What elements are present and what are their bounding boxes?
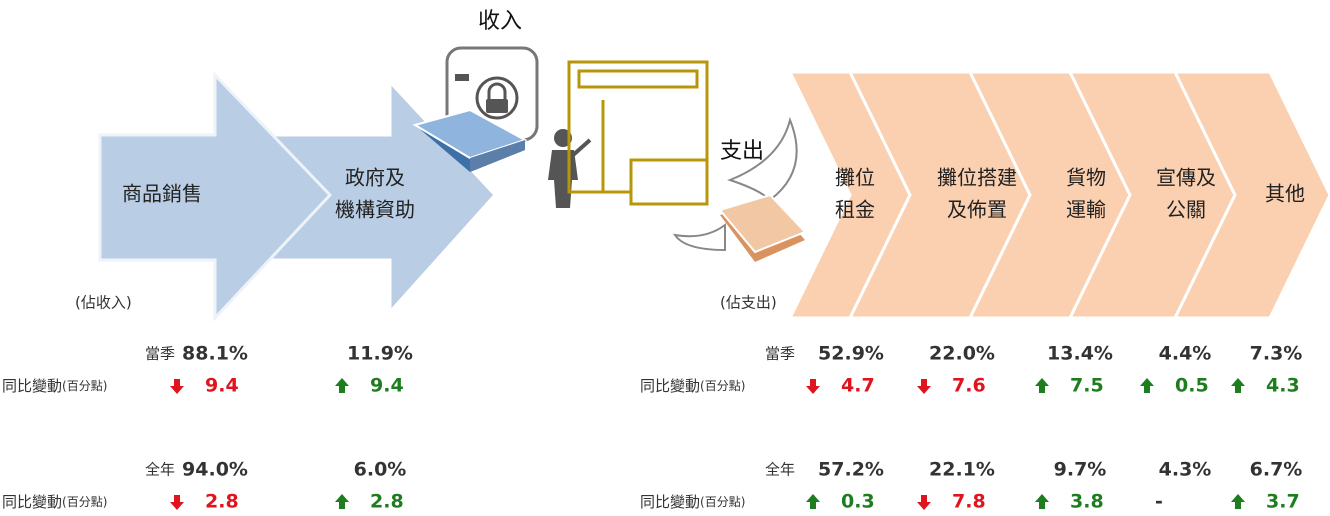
item-label: 運輸 xyxy=(1066,198,1106,222)
change-value: 4.3 xyxy=(1266,375,1300,397)
item-label: 攤位 xyxy=(835,166,875,190)
item-label: 商品銷售 xyxy=(122,182,202,206)
change-value: 3.8 xyxy=(1070,491,1104,513)
period-label: 全年 xyxy=(145,461,175,479)
change-label: 同比變動(百分點) xyxy=(2,377,107,395)
item-label: 及佈置 xyxy=(947,198,1007,222)
share-value: 22.0% xyxy=(929,343,995,365)
share-value: 11.9% xyxy=(347,343,413,365)
change-arrow-up xyxy=(335,494,349,509)
money-icon xyxy=(412,108,528,172)
share-value: 57.2% xyxy=(818,459,884,481)
change-unit: (百分點) xyxy=(700,495,745,509)
income-arrow xyxy=(98,71,333,322)
change-label: 同比變動(百分點) xyxy=(2,493,107,511)
expense-title: 支出 xyxy=(720,139,764,164)
item-label: 攤位搭建 xyxy=(937,166,1017,190)
change-arrow-down xyxy=(170,495,184,510)
change-value: 7.6 xyxy=(952,375,986,397)
share-value: 4.4% xyxy=(1159,343,1212,365)
share-value: 4.3% xyxy=(1159,459,1212,481)
change-arrow-up xyxy=(1035,378,1049,393)
figures: 當季同比變動(百分點)全年同比變動(百分點)商品銷售88.1%9.494.0%2… xyxy=(2,166,1305,513)
change-value: 7.8 xyxy=(952,491,986,513)
change-arrow-down xyxy=(917,379,931,394)
change-value: 9.4 xyxy=(370,375,404,397)
change-arrow-up xyxy=(1231,494,1245,509)
change-value: 0.3 xyxy=(841,491,875,513)
change-value: 9.4 xyxy=(205,375,239,397)
change-arrow-up xyxy=(1231,378,1245,393)
share-value: 6.7% xyxy=(1250,459,1303,481)
period-label: 當季 xyxy=(765,345,795,363)
change-arrow-down xyxy=(917,495,931,510)
item-label: 機構資助 xyxy=(335,198,415,222)
change-label: 同比變動(百分點) xyxy=(640,377,745,395)
item-label: 其他 xyxy=(1265,182,1305,206)
presenter-icon xyxy=(548,60,709,208)
share-value: 22.1% xyxy=(929,459,995,481)
change-arrow-up xyxy=(1035,494,1049,509)
item-label: 貨物 xyxy=(1066,166,1106,190)
change-value: 2.8 xyxy=(370,491,404,513)
change-value: 7.5 xyxy=(1070,375,1104,397)
period-label: 全年 xyxy=(765,461,795,479)
share-value: 88.1% xyxy=(182,343,248,365)
item-label: 公關 xyxy=(1166,198,1206,222)
share-value: 52.9% xyxy=(818,343,884,365)
change-label-text: 同比變動 xyxy=(2,493,62,511)
change-arrow-down xyxy=(806,379,820,394)
flying-money-icon xyxy=(672,116,807,262)
change-label-text: 同比變動 xyxy=(640,493,700,511)
change-arrow-up xyxy=(1140,378,1154,393)
change-arrow-up xyxy=(335,378,349,393)
change-value: 0.5 xyxy=(1175,375,1209,397)
share-value: 13.4% xyxy=(1047,343,1113,365)
change-label: 同比變動(百分點) xyxy=(640,493,745,511)
chevron xyxy=(1172,70,1330,320)
share-value: 9.7% xyxy=(1054,459,1107,481)
period-label: 當季 xyxy=(145,345,175,363)
item-label: 宣傳及 xyxy=(1156,166,1216,190)
change-unit: (百分點) xyxy=(700,379,745,393)
share-value: 94.0% xyxy=(182,459,248,481)
income-note: (佔收入) xyxy=(75,294,132,312)
change-value: 2.8 xyxy=(205,491,239,513)
change-unit: (百分點) xyxy=(62,495,107,509)
change-label-text: 同比變動 xyxy=(2,377,62,395)
change-label-text: 同比變動 xyxy=(640,377,700,395)
change-arrow-up xyxy=(806,494,820,509)
change-arrow-down xyxy=(170,379,184,394)
share-value: 6.0% xyxy=(354,459,407,481)
change-value: - xyxy=(1155,491,1163,513)
change-value: 3.7 xyxy=(1266,491,1300,513)
expense-chevrons xyxy=(787,70,1330,320)
item-label: 政府及 xyxy=(345,166,405,190)
change-value: 4.7 xyxy=(841,375,875,397)
income-title: 收入 xyxy=(478,9,522,34)
item-label: 租金 xyxy=(835,198,875,222)
share-value: 7.3% xyxy=(1250,343,1303,365)
change-unit: (百分點) xyxy=(62,379,107,393)
expense-note: (佔支出) xyxy=(720,294,777,312)
